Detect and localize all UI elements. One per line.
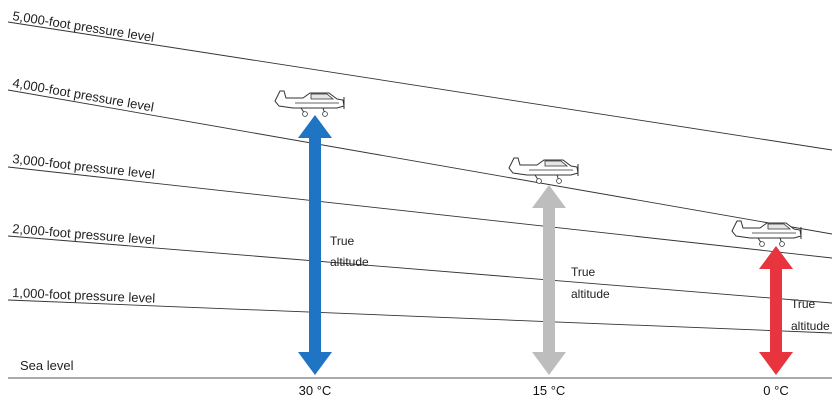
label-sea-level: Sea level (20, 358, 74, 373)
label-3000: 3,000-foot pressure level (12, 151, 156, 182)
true-altitude-arrow-2 (532, 185, 566, 375)
true-label-3: True (791, 297, 816, 311)
label-1000: 1,000-foot pressure level (12, 285, 156, 306)
true-label-1: True (330, 234, 355, 248)
altitude-label-3: altitude (791, 319, 830, 333)
airplane-icon-3 (731, 220, 802, 247)
temperature-label-3: 0 °C (763, 383, 788, 398)
temperature-label-2: 15 °C (533, 383, 566, 398)
true-altitude-arrow-1 (298, 115, 332, 375)
label-2000: 2,000-foot pressure level (12, 221, 156, 247)
pressure-line-4000 (7, 89, 832, 235)
label-5000: 5,000-foot pressure level (12, 8, 156, 45)
pressure-line-5000 (7, 21, 832, 151)
pressure-line-2000 (7, 235, 832, 304)
pressure-line-3000 (7, 166, 832, 259)
altitude-label-1: altitude (330, 255, 369, 269)
temperature-label-1: 30 °C (299, 383, 332, 398)
pressure-lines (7, 21, 832, 334)
true-label-2: True (571, 265, 596, 279)
airplane-icon-1 (274, 90, 345, 117)
label-4000: 4,000-foot pressure level (11, 75, 155, 114)
pressure-line-1000 (7, 299, 832, 334)
true-altitude-arrow-3 (759, 246, 793, 375)
altitude-label-2: altitude (571, 287, 610, 301)
